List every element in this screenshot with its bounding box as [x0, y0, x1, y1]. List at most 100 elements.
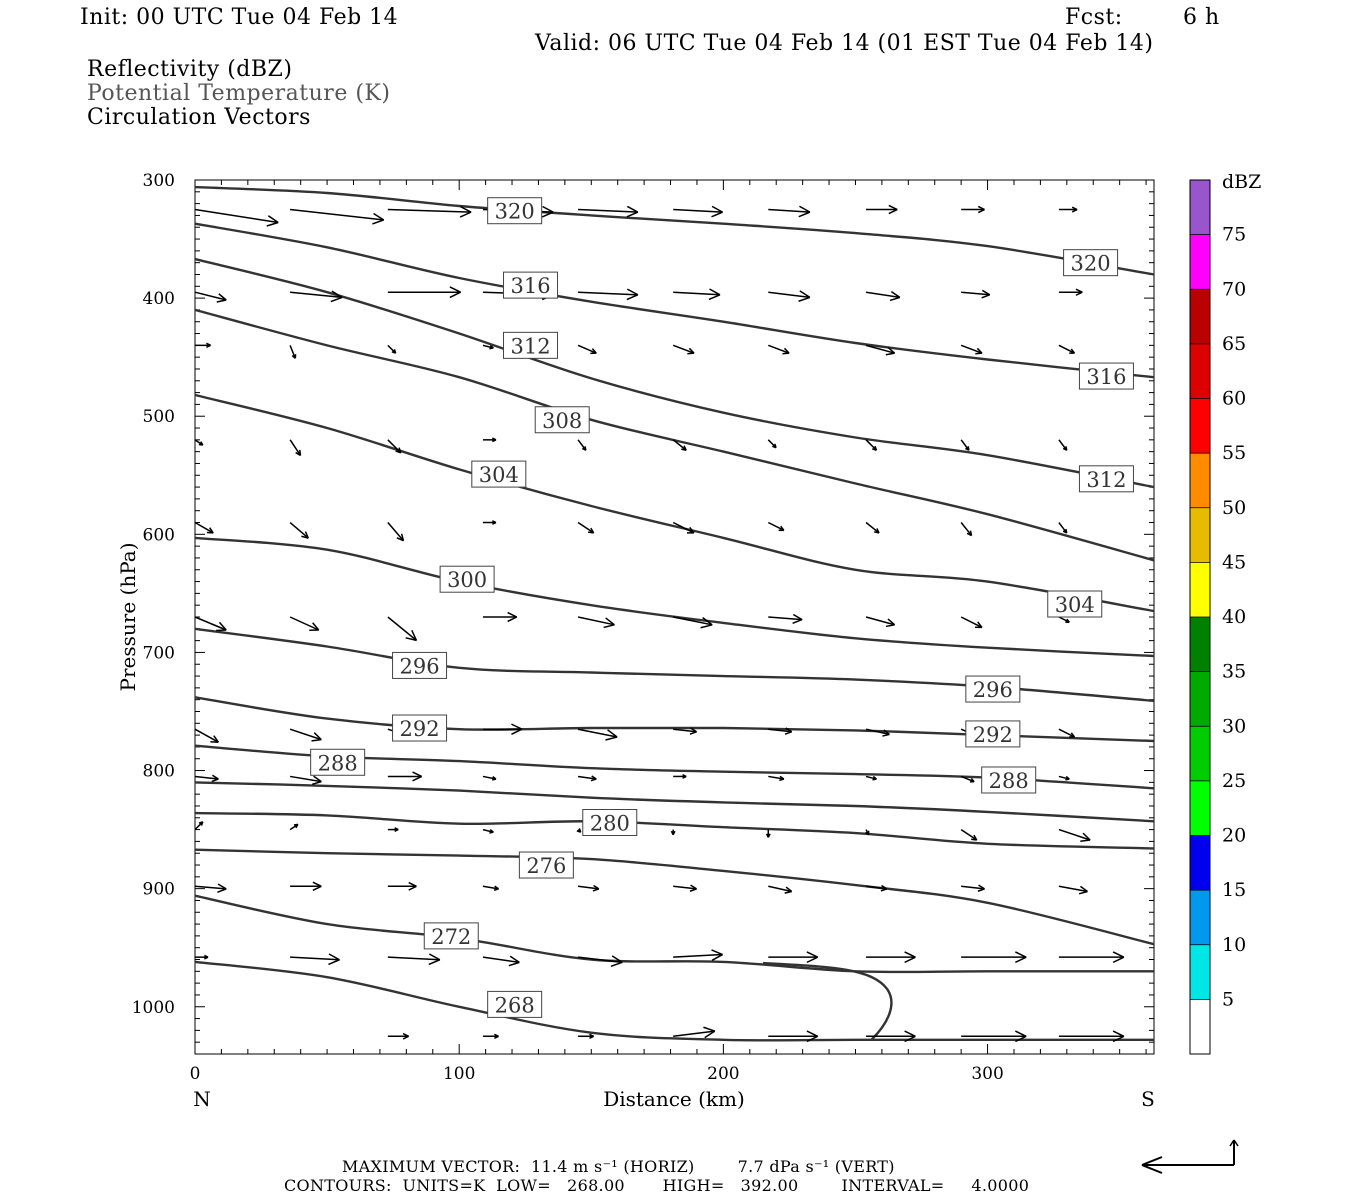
contour-label-box	[981, 766, 1037, 794]
vector-head	[709, 288, 721, 296]
vector-head	[1015, 956, 1027, 964]
circulation-vector	[194, 883, 227, 893]
contours-note: CONTOURS: UNITS=K LOW= 268.00 HIGH= 392.…	[284, 1176, 1030, 1195]
vector-shaft	[290, 208, 384, 221]
circulation-vector	[482, 775, 497, 781]
vector-head	[592, 888, 600, 892]
vector-shaft	[865, 291, 900, 299]
vector-head	[670, 830, 674, 836]
contour-label: 268	[487, 990, 543, 1018]
circulation-vector	[673, 616, 713, 629]
circulation-vector	[768, 290, 811, 302]
vector-head	[216, 629, 227, 632]
contour-label-box	[471, 460, 527, 488]
circulation-vector	[768, 885, 793, 894]
vector-head	[798, 296, 811, 302]
vector-shaft	[673, 616, 713, 626]
contour-label: 304	[1047, 590, 1103, 618]
vector-head	[491, 778, 497, 781]
vector-shaft	[865, 344, 895, 354]
vector-head	[216, 299, 227, 303]
theta-contour-312	[194, 257, 1155, 489]
contour-label-box	[1047, 590, 1103, 618]
vector-shaft	[865, 775, 877, 780]
x-tick-label: 200	[707, 1064, 739, 1084]
vector-head	[493, 888, 499, 891]
vector-head	[593, 884, 600, 890]
colorbar-swatch	[1190, 343, 1210, 399]
vector-head	[702, 617, 713, 626]
circulation-vector	[387, 827, 399, 833]
vector-shaft	[387, 439, 402, 454]
vector-shaft	[1058, 885, 1088, 893]
vector-shaft	[1058, 522, 1068, 534]
vector-head	[785, 886, 793, 893]
vector-head	[412, 771, 422, 778]
circulation-vector	[865, 616, 896, 628]
vector-head	[206, 344, 211, 349]
vector-head	[708, 294, 721, 301]
colorbar-swatch	[1190, 398, 1210, 454]
contour-label-text: 288	[989, 769, 1029, 793]
x-end-label-north: N	[193, 1087, 211, 1111]
vector-head	[402, 1032, 409, 1037]
colorbar-tick-label: 45	[1222, 551, 1246, 573]
vector-head	[508, 961, 520, 967]
circulation-vector	[865, 775, 877, 781]
contour-label-box	[582, 809, 638, 837]
vector-head	[304, 531, 309, 539]
vector-head	[904, 956, 916, 964]
x-tick-label: 0	[190, 1064, 201, 1084]
y-tick-label: 600	[143, 525, 175, 545]
vector-head	[610, 961, 623, 967]
circulation-vector	[290, 290, 343, 303]
circulation-vector	[577, 616, 615, 629]
contour-label: 320	[487, 197, 543, 225]
vector-shaft	[865, 885, 887, 890]
colorbar-tick-label: 25	[1222, 770, 1246, 792]
circulation-vector	[1058, 206, 1078, 213]
vector-head	[711, 953, 723, 961]
contour-label-text: 268	[495, 993, 535, 1017]
colorbar-swatch	[1190, 234, 1210, 290]
circulation-vector	[194, 728, 220, 743]
vector-head	[511, 728, 523, 735]
vector-shaft	[577, 728, 618, 738]
circulation-vector	[1058, 828, 1091, 843]
contour-label-box	[1078, 465, 1134, 493]
vector-shaft	[960, 828, 978, 841]
colorbar-swatch	[1190, 944, 1210, 1000]
circulation-vector	[194, 439, 204, 446]
circulation-vector	[1058, 344, 1076, 354]
vector-shaft	[673, 885, 697, 890]
contour-label-box	[534, 406, 590, 434]
contour-label-box	[423, 922, 479, 950]
plot-area: 300 400 500 600 700 800 900 1000 0 100 200 300 320 32…	[132, 171, 1246, 1084]
reference-vector-icon	[1141, 1139, 1239, 1174]
vector-shaft	[194, 616, 227, 631]
theta-contour-320	[194, 185, 1155, 276]
vector-head	[218, 293, 227, 301]
circulation-vector	[960, 616, 983, 629]
vector-head	[703, 1026, 716, 1032]
circulation-vector	[577, 344, 597, 355]
circulation-vector	[765, 829, 771, 838]
colorbar-outline	[1189, 179, 1211, 1055]
vector-head	[904, 1030, 916, 1037]
circulation-vector	[482, 1033, 499, 1039]
contour-label-text: 316	[1086, 365, 1126, 389]
theta-contour-284	[194, 781, 1155, 823]
vector-head	[1080, 839, 1091, 843]
vector-shaft	[865, 439, 877, 451]
contour-label-box	[310, 748, 366, 776]
circulation-vector	[289, 439, 302, 457]
forecast-hour: 6 h	[1183, 5, 1220, 30]
circulation-vector	[866, 1030, 916, 1043]
contour-label-box	[965, 675, 1021, 703]
vector-head	[330, 296, 343, 303]
colorbar-swatch	[1190, 780, 1210, 836]
vector-head	[681, 448, 687, 451]
vector-head	[711, 211, 723, 218]
y-tick-label: 900	[143, 880, 175, 900]
colorbar-swatch	[1190, 507, 1210, 563]
